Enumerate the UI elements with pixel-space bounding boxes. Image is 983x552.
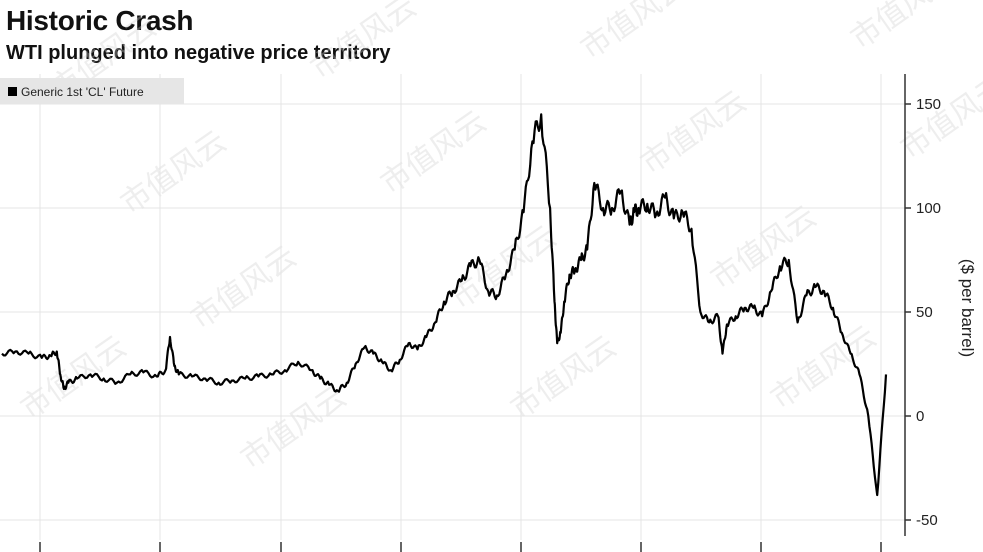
watermark-text: 市值风云 [635,84,753,181]
watermark-text: 市值风云 [895,69,983,166]
gridlines [0,74,905,552]
y-tick-label: -50 [916,512,938,529]
watermark-text: 市值风云 [115,124,233,221]
watermark-text: 市值风云 [575,0,693,67]
legend-entry: Generic 1st 'CL' Future [21,85,144,99]
legend: Generic 1st 'CL' Future [0,78,184,104]
watermark-text: 市值风云 [375,104,493,201]
legend-swatch [8,87,17,96]
watermark-text: 市值风云 [235,379,353,476]
watermark-text: 市值风云 [445,219,563,316]
watermark-text: 市值风云 [505,329,623,426]
y-tick-label: 50 [916,304,933,321]
y-tick-label: 100 [916,200,941,217]
watermark-text: 市值风云 [15,329,133,426]
legend-background [0,78,184,104]
chart-title: Historic Crash [6,5,194,36]
y-tick-label: 150 [916,96,941,113]
watermark-text: 市值风云 [705,199,823,296]
series-layer [1,113,888,497]
chart-subtitle: WTI plunged into negative price territor… [6,42,391,64]
watermark-text: 市值风云 [185,239,303,336]
y-tick-label: 0 [916,408,924,425]
watermark-text: 市值风云 [845,0,963,57]
y-axis: 150 100 50 0 -50 [904,74,941,536]
series-line [1,113,888,497]
watermark-text: 市值风云 [305,0,423,87]
y-axis-title: ($ per barrel) [958,259,977,357]
